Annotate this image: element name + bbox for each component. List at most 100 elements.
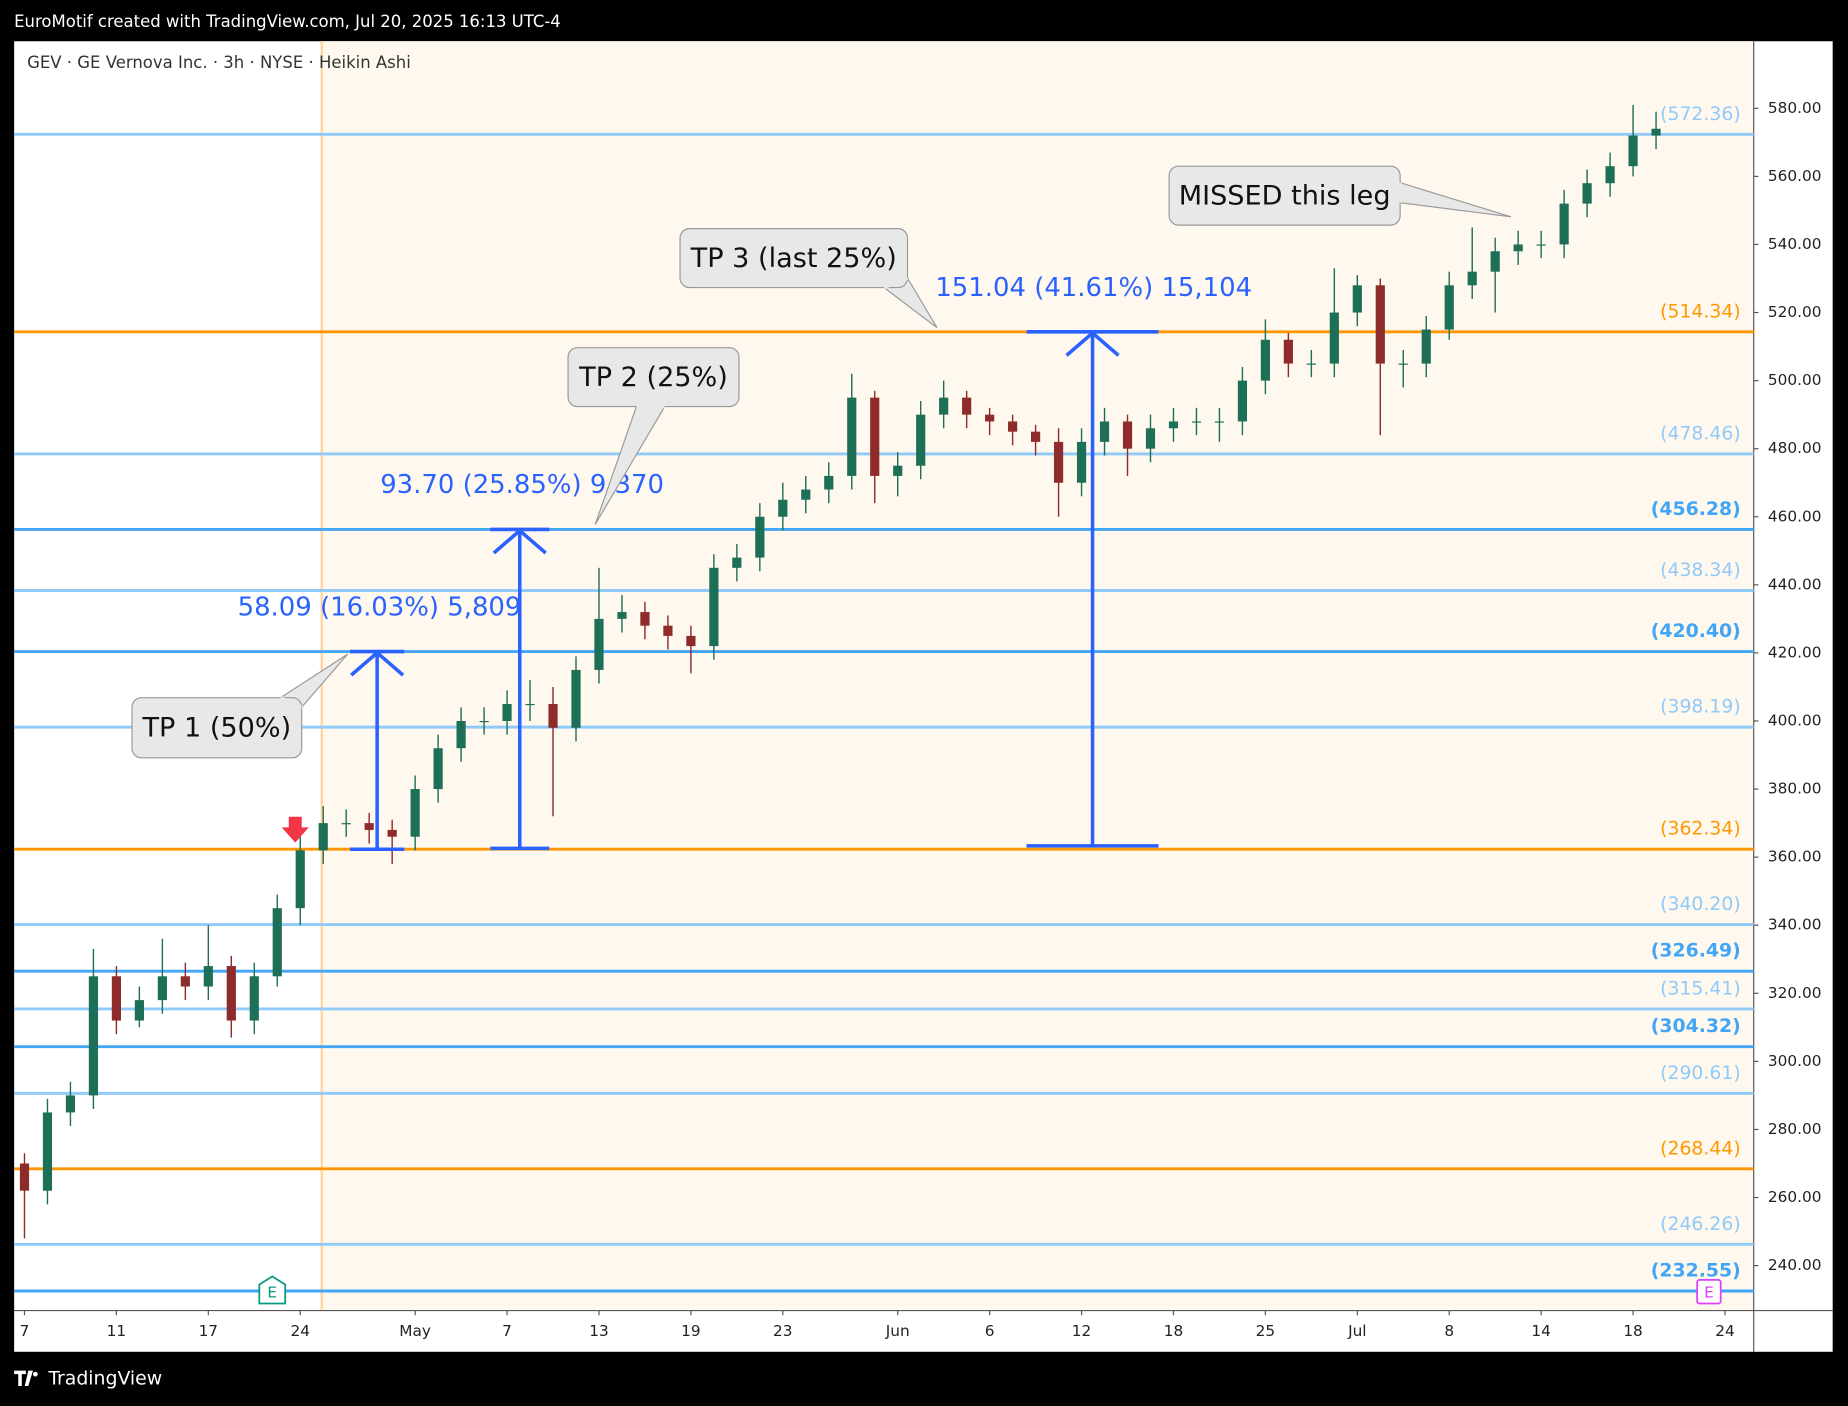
candle-body [1306,363,1316,365]
candle-body [19,1163,30,1191]
x-tick-label: 8 [1444,1322,1454,1340]
x-tick-label: Jun [885,1322,910,1340]
candle-body [1191,421,1202,423]
candle-body [203,966,213,987]
candle-body [916,414,926,466]
y-tick-label: 500.00 [1768,371,1822,389]
x-tick-label: 7 [502,1322,512,1340]
candle-body [1237,380,1248,422]
candle-body [410,789,420,837]
x-tick-label: 14 [1531,1322,1551,1340]
candle-body [1605,166,1615,184]
x-tick-label: 24 [1715,1322,1735,1340]
level-label: (420.40) [1651,621,1741,642]
y-tick-label: 280.00 [1768,1120,1822,1138]
level-label: (362.34) [1660,819,1741,840]
x-tick-label: 7 [20,1322,30,1340]
candle-body [525,703,535,706]
y-tick-label: 240.00 [1768,1256,1822,1274]
callout-seam [883,276,909,290]
callout-box [131,697,303,759]
candle-body [962,397,972,415]
candle-body [249,976,259,1021]
y-tick-label: 560.00 [1768,167,1822,185]
candle-body [617,612,627,619]
candle-body [1053,441,1064,483]
y-tick-label: 380.00 [1768,780,1822,798]
event-badge [258,1275,287,1305]
candle-body [1214,421,1225,423]
level-label: (340.20) [1660,894,1741,915]
x-tick-label: 6 [985,1322,995,1340]
candle-body [1628,135,1638,167]
candle-body [640,612,650,626]
tv-logo: TradingView [14,1368,162,1389]
candle-body [456,720,466,749]
callout-text: MISSED this leg [1179,180,1391,211]
candle-body [548,703,558,728]
candle-body [433,748,443,790]
header-text: EuroMotif created with TradingView.com, … [14,12,561,31]
y-tick-label: 480.00 [1768,439,1822,457]
candle-body [824,475,834,490]
candle-body [134,1000,144,1021]
level-label: (246.26) [1660,1214,1741,1235]
candle-body [1352,285,1362,313]
level-label: (514.34) [1660,301,1741,322]
measure-arrowhead [492,528,547,555]
event-label: E [1704,1283,1714,1301]
candle-body [65,1095,76,1113]
candle-body [755,516,765,558]
level-label: (456.28) [1651,499,1741,520]
candle-body [272,908,282,977]
candle-body [571,669,581,728]
y-tick-label: 300.00 [1768,1052,1822,1070]
candle-body [479,720,489,723]
candle-body [985,414,995,422]
event-label: E [267,1283,277,1301]
callout-text: TP 3 (last 25%) [690,243,897,274]
x-tick-label: 12 [1072,1322,1092,1340]
logo-icon [14,1370,34,1386]
level-label: (326.49) [1651,941,1741,962]
x-tick-label: 19 [681,1322,701,1340]
level-label: (478.46) [1660,423,1741,444]
x-tick-label: 24 [290,1322,310,1340]
x-tick-label: Jul [1347,1322,1366,1340]
x-tick-label: 18 [1623,1322,1643,1340]
level-label: (438.34) [1660,560,1741,581]
candle-body [1076,441,1087,483]
candle-body [42,1112,53,1191]
candle-body [663,625,673,636]
entry-arrow [281,816,309,843]
candle-body [1651,128,1661,136]
x-tick-label: 23 [773,1322,793,1340]
callout-text: TP 1 (50%) [141,712,291,743]
candle-body [1467,271,1477,286]
y-tick-label: 460.00 [1768,507,1822,525]
y-tick-label: 320.00 [1768,984,1822,1002]
candle-body [801,489,811,500]
session-shade [321,41,1754,1311]
measure-label: 151.04 (41.61%) 15,104 [935,273,1252,303]
level-label: (572.36) [1660,104,1741,125]
candle-body [180,976,190,987]
candle-body [1490,251,1500,272]
x-tick-label: 25 [1256,1322,1276,1340]
levels: (572.36) (514.34) (478.46) (456.28) (438.34)… [14,104,1754,1293]
candle-body [1582,183,1592,204]
symbol-info: GEV · GE Vernova Inc. · 3h · NYSE · Heik… [27,53,411,72]
candle-body [341,823,351,825]
y-tick-label: 360.00 [1768,848,1822,866]
footer-text: TradingView [47,1368,162,1389]
candle-body [318,823,328,851]
candle-body [364,823,374,830]
candle-body [594,618,604,670]
candle-body [1260,339,1270,381]
candle-body [1513,244,1523,252]
y-tick-label: 580.00 [1768,99,1822,117]
y-tick-label: 540.00 [1768,235,1822,253]
x-tick-label: May [399,1322,431,1340]
